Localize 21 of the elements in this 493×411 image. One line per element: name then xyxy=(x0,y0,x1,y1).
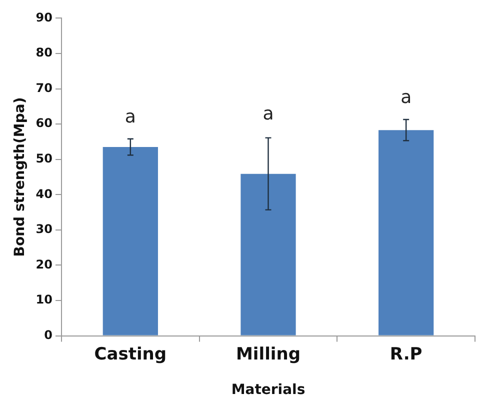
x-tick-label: R.P xyxy=(390,344,422,364)
y-axis-title: Bond strength(Mpa) xyxy=(12,97,28,257)
x-tick-label: Casting xyxy=(94,344,167,364)
x-tick-label: Milling xyxy=(236,344,300,364)
y-tick-label: 20 xyxy=(36,257,52,272)
y-tick-label: 90 xyxy=(36,10,52,24)
x-axis-title: Materials xyxy=(231,382,306,398)
bar xyxy=(378,130,434,336)
annotation: a xyxy=(400,87,412,108)
y-tick-label: 30 xyxy=(36,222,52,236)
y-tick-label: 60 xyxy=(36,116,52,130)
y-tick-label: 0 xyxy=(44,328,52,342)
y-tick-label: 40 xyxy=(36,186,52,201)
bar xyxy=(240,174,296,336)
annotation: a xyxy=(124,106,136,128)
annotation: a xyxy=(262,104,274,124)
y-tick-label: 10 xyxy=(36,292,52,307)
bar xyxy=(102,147,158,336)
y-tick-label: 80 xyxy=(36,46,52,60)
y-tick-label: 70 xyxy=(36,80,52,95)
y-tick-label: 50 xyxy=(36,151,52,166)
